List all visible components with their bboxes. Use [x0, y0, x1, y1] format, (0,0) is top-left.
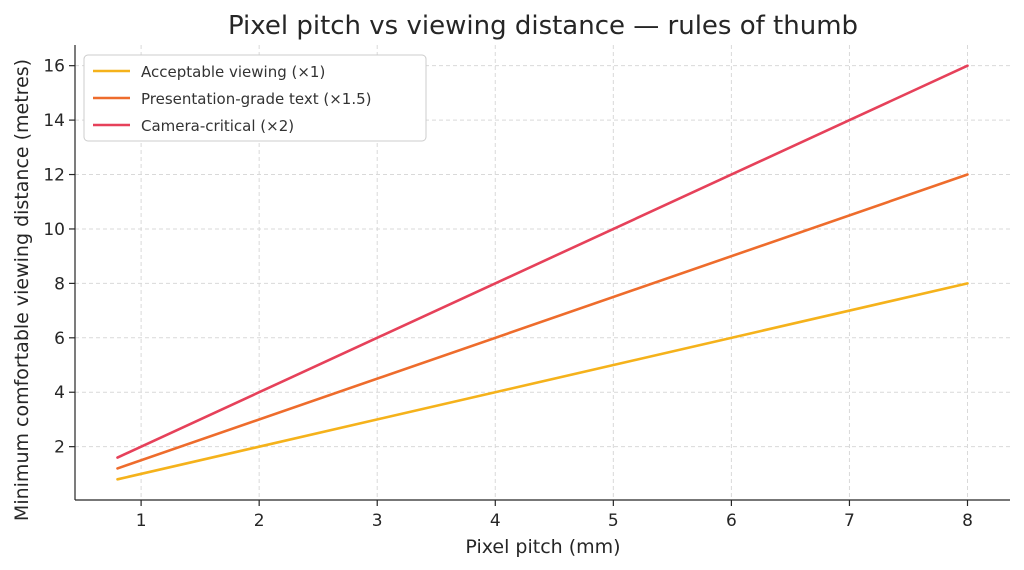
- y-tick-label: 16: [43, 57, 65, 77]
- series-line-1: [116, 282, 969, 481]
- y-tick-label: 6: [54, 329, 65, 349]
- x-tick-label: 6: [726, 511, 737, 531]
- x-tick-label: 3: [372, 511, 383, 531]
- legend-box: [83, 54, 427, 142]
- y-axis-label: Minimum comfortable viewing distance (me…: [11, 59, 33, 521]
- x-tick-label: 4: [490, 511, 501, 531]
- y-tick-label: 8: [54, 274, 65, 294]
- y-tick-label: 12: [43, 166, 65, 186]
- x-tick-label: 5: [608, 511, 619, 531]
- legend-label-presentation: Presentation-grade text (×1.5): [141, 90, 372, 108]
- x-tick-label: 8: [962, 511, 973, 531]
- legend-label-acceptable: Acceptable viewing (×1): [141, 63, 325, 81]
- y-tick-label: 4: [54, 383, 65, 403]
- series-line-3: [116, 64, 969, 459]
- legend: Acceptable viewing (×1) Presentation-gra…: [83, 54, 427, 142]
- series-line-2: [116, 173, 969, 470]
- x-tick-label: 1: [136, 511, 147, 531]
- chart-title: Pixel pitch vs viewing distance — rules …: [228, 11, 858, 41]
- x-tick-label: 7: [844, 511, 855, 531]
- y-tick-label: 2: [54, 438, 65, 458]
- legend-label-camera: Camera-critical (×2): [141, 117, 294, 135]
- x-axis-label: Pixel pitch (mm): [465, 536, 620, 558]
- axes: [74, 45, 1010, 501]
- x-tick-label: 2: [254, 511, 265, 531]
- y-tick-label: 14: [43, 111, 65, 131]
- series-lines: [116, 64, 969, 481]
- y-tick-label: 10: [43, 220, 65, 240]
